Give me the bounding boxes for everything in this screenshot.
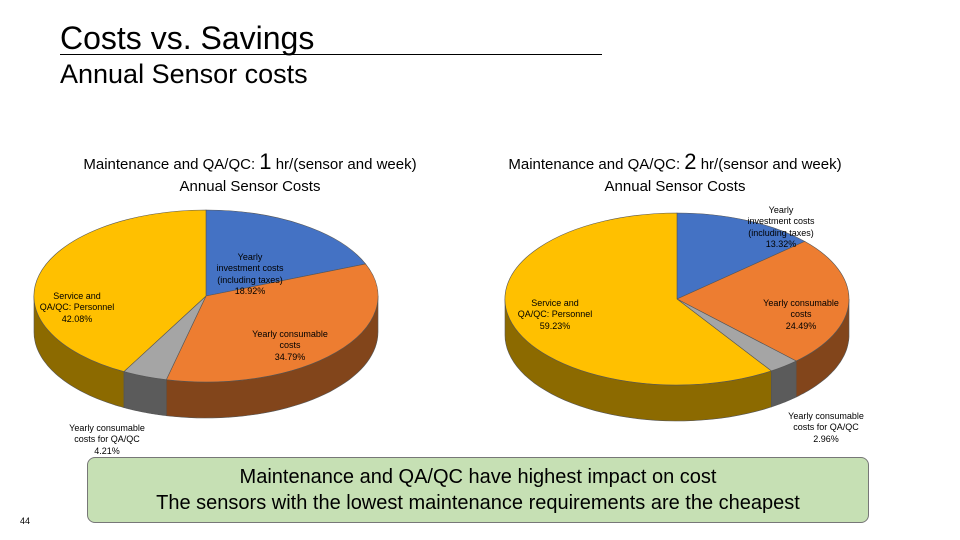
chart1-slice-4	[33, 209, 207, 372]
chart2-slice-label-2-line-1: Yearly consumable	[763, 298, 839, 308]
chart1-slice-label-4-line-1: Service and	[53, 291, 101, 301]
chart1-slice-label-2: Yearly consumable costs 34.79%	[240, 329, 340, 363]
chart2-slice-label-4-line-1: Service and	[531, 298, 579, 308]
chart1-heading: Maintenance and QA/QC: 1 hr/(sensor and …	[40, 147, 460, 197]
chart2-slice-label-3-line-1: Yearly consumable	[788, 411, 864, 421]
chart1-slice-label-1-line-3: (including taxes)	[217, 274, 283, 285]
chart2-slice-4	[504, 212, 772, 386]
chart2-slice-label-1-line-3: (including taxes)	[748, 227, 814, 238]
chart1-slice-2	[165, 263, 379, 383]
chart2-title-prefix: Maintenance and QA/QC:	[508, 156, 685, 173]
chart2-slice-1	[676, 212, 806, 300]
chart2-slice-value-1: 13.32%	[765, 238, 797, 249]
chart2-title-value: 2	[684, 149, 697, 174]
slide-subtitle: Annual Sensor costs	[60, 59, 308, 89]
chart2-title-line2: Annual Sensor Costs	[604, 177, 746, 195]
chart1-slice-label-3: Yearly consumable costs for QA/QC 4.21%	[57, 423, 157, 457]
chart2-slice-label-1: Yearly investment costs (including taxes) 1…	[731, 205, 831, 250]
chart1-slice-value-4: 42.08%	[61, 313, 93, 324]
chart1-slice-label-3-line-1: Yearly consumable	[69, 423, 145, 433]
callout-line-1: Maintenance and QA/QC have highest impac…	[239, 466, 717, 488]
chart1-slice-value-2: 34.79%	[274, 351, 306, 362]
chart1-title-line2: Annual Sensor Costs	[179, 177, 321, 195]
callout-line-2: The sensors with the lowest maintenance …	[156, 492, 800, 514]
chart1-slice-1	[205, 209, 367, 297]
chart1-slice-label-4: Service and QA/QC: Personnel 42.08%	[27, 291, 127, 325]
chart1-title-prefix: Maintenance and QA/QC:	[83, 156, 260, 173]
chart1-slice-label-2-line-1: Yearly consumable	[252, 329, 328, 339]
conclusion-callout: Maintenance and QA/QC have highest impac…	[87, 457, 869, 523]
chart2-slice-label-3: Yearly consumable costs for QA/QC 2.96%	[776, 411, 876, 445]
slide-title: Costs vs. Savings	[60, 20, 315, 56]
chart2-slice-value-2: 24.49%	[785, 320, 817, 331]
page-number: 44	[20, 516, 31, 526]
chart1-slice-value-3: 4.21%	[94, 445, 120, 456]
chart2-title-suffix: hr/(sensor and week)	[696, 156, 842, 173]
chart1-slice-label-1-line-2: investment costs	[216, 263, 284, 274]
chart2-slice-2	[676, 241, 850, 362]
chart1-title-line1: Maintenance and QA/QC: 1 hr/(sensor and …	[40, 147, 460, 177]
chart2-slice-label-2-line-2: costs	[790, 309, 812, 320]
chart1-title-suffix: hr/(sensor and week)	[271, 156, 417, 173]
chart2-title-line1: Maintenance and QA/QC: 2 hr/(sensor and …	[465, 147, 885, 177]
chart1-slice-label-2-line-2: costs	[279, 340, 301, 351]
chart2-slice-value-4: 59.23%	[539, 320, 571, 331]
chart2-heading: Maintenance and QA/QC: 2 hr/(sensor and …	[465, 147, 885, 197]
chart2-slice-label-4: Service and QA/QC: Personnel 59.23%	[505, 298, 605, 332]
chart1-slice-label-4-line-2: QA/QC: Personnel	[39, 302, 115, 313]
chart2-slice-label-3-line-2: costs for QA/QC	[793, 422, 859, 433]
chart1-slice-label-1: Yearly investment costs (including taxes) 1…	[200, 252, 300, 297]
chart2-slice-label-1-line-1: Yearly	[768, 205, 794, 215]
chart1-slice-label-1-line-1: Yearly	[237, 252, 263, 262]
chart1-slice-label-3-line-2: costs for QA/QC	[74, 434, 140, 445]
chart2-slice-value-3: 2.96%	[813, 433, 839, 444]
chart1-slice-value-1: 18.92%	[234, 285, 266, 296]
chart2-slice-label-1-line-2: investment costs	[747, 216, 815, 227]
chart2-slice-label-2: Yearly consumable costs 24.49%	[751, 298, 851, 332]
chart2-slice-label-4-line-2: QA/QC: Personnel	[517, 309, 593, 320]
chart1-title-value: 1	[259, 149, 272, 174]
title-underline	[60, 54, 602, 55]
